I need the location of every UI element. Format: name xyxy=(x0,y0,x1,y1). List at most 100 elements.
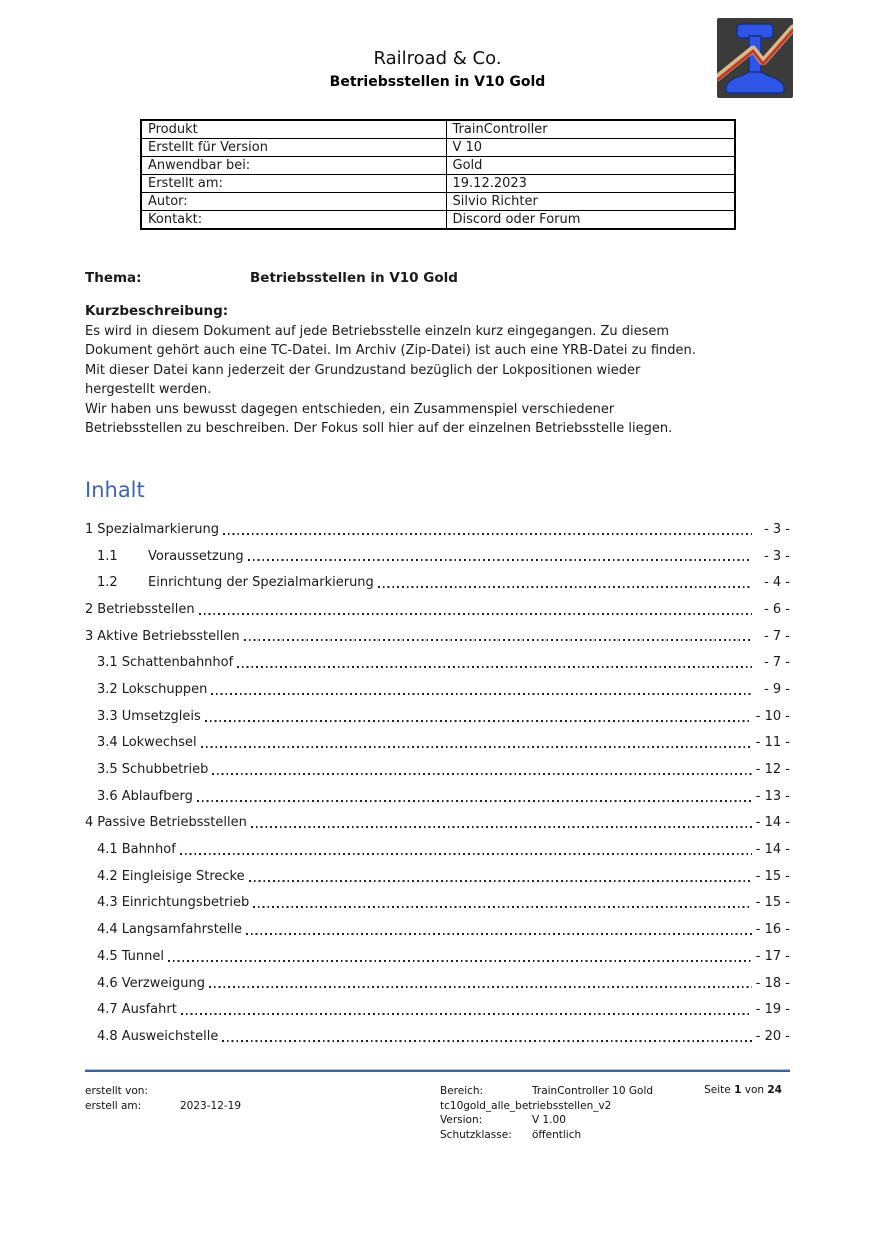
footer-schutzklasse-label: Schutzklasse: xyxy=(440,1128,512,1141)
toc-dotted-leader xyxy=(246,933,752,935)
footer-center-block: Bereich: TrainController 10 Gold tc10gold… xyxy=(440,1084,653,1142)
toc-entry-number: 4.2 xyxy=(97,868,118,884)
toc-entry-title: Einrichtung der Spezialmarkierung xyxy=(148,575,374,591)
footer-created-on-label: erstell am: xyxy=(85,1099,142,1112)
toc-entry: 4.6 Verzweigung - 18 - xyxy=(85,970,790,997)
footer-bereich-label: Bereich: xyxy=(440,1085,484,1097)
toc-entry: 4.2 Eingleisige Strecke - 15 - xyxy=(85,863,790,890)
toc-entry-page: - 13 - xyxy=(755,788,790,804)
toc-entry: 3 Aktive Betriebsstellen - 7 - xyxy=(85,623,790,650)
toc-entry-page: - 16 - xyxy=(755,922,790,938)
info-row-value: TrainController xyxy=(445,119,736,139)
info-table-row: Erstellt am: 19.12.2023 xyxy=(140,174,736,193)
toc-entry: 1.1 Voraussetzung - 3 - xyxy=(85,543,790,570)
toc-dotted-leader xyxy=(180,1013,752,1016)
toc-entry: 4.4 Langsamfahrstelle - 16 - xyxy=(85,916,790,943)
toc-dotted-leader xyxy=(167,959,752,962)
info-table-row: Kontakt: Discord oder Forum xyxy=(140,210,736,230)
footer-bereich-value: TrainController 10 Gold xyxy=(532,1085,654,1097)
company-title: Railroad & Co. xyxy=(373,48,502,69)
toc-entry-page: - 14 - xyxy=(755,842,790,858)
toc-entry: 3.3 Umsetzgleis - 10 - xyxy=(85,703,790,730)
page-footer: erstellt von: erstell am: 2023-12-19 Bere… xyxy=(85,1069,790,1141)
thema-line: Thema: Betriebsstellen in V10 Gold xyxy=(85,270,790,286)
toc-entry-title: Passive Betriebsstellen xyxy=(97,815,247,831)
toc-dotted-leader xyxy=(211,692,752,695)
toc-dotted-leader xyxy=(200,746,752,749)
toc-entry-title: Verzweigung xyxy=(121,975,205,991)
toc-entry-number: 3.1 xyxy=(97,655,118,671)
toc-entry-page: - 12 - xyxy=(755,762,790,778)
table-of-contents: 1 Spezialmarkierung - 3 - 1.1 Voraussetzung -… xyxy=(85,516,790,1050)
body-text-line: Es wird in diesem Dokument auf jede Betr… xyxy=(85,323,670,339)
toc-entry-page: - 18 - xyxy=(755,975,790,991)
toc-entry-number: 4 xyxy=(85,815,94,831)
toc-entry: 4.5 Tunnel - 17 - xyxy=(85,943,790,970)
toc-entry: 4.1 Bahnhof - 14 - xyxy=(85,836,790,863)
toc-dotted-leader xyxy=(196,799,752,802)
toc-dotted-leader xyxy=(377,586,752,589)
body-text-line: Betriebsstellen zu beschreiben. Der Foku… xyxy=(85,421,673,436)
toc-entry-title: Schubbetrieb xyxy=(121,762,209,778)
document-header: Railroad & Co. Betriebsstellen in V10 Go… xyxy=(85,46,790,92)
toc-entry-title: Lokschuppen xyxy=(121,681,208,697)
toc-dotted-leader xyxy=(237,666,752,669)
info-row-label: Produkt xyxy=(140,119,447,139)
footer-page-total: 24 xyxy=(767,1084,782,1096)
toc-entry-number: 4.1 xyxy=(97,842,118,858)
footer-filename: tc10gold_alle_betriebsstellen_v2 xyxy=(440,1099,612,1112)
toc-entry-number: 3.2 xyxy=(97,681,118,697)
toc-dotted-leader xyxy=(204,719,752,722)
toc-entry-title: Aktive Betriebsstellen xyxy=(97,628,240,644)
toc-entry-number: 1.2 xyxy=(97,575,118,591)
body-text-line: Wir haben uns bewusst dagegen entschiede… xyxy=(85,401,615,417)
footer-version-value: V 1.00 xyxy=(532,1114,566,1126)
body-text-line: Dokument gehört auch eine TC-Datei. Im A… xyxy=(85,343,696,358)
toc-entry-title: Lokwechsel xyxy=(121,735,197,751)
footer-divider xyxy=(85,1069,790,1072)
footer-created-by-label: erstellt von: xyxy=(85,1085,148,1097)
toc-entry: 3.5 Schubbetrieb - 12 - xyxy=(85,756,790,783)
toc-entry-page: - 15 - xyxy=(755,895,790,911)
footer-page-indicator: Seite 1 von 24 xyxy=(704,1084,782,1096)
toc-entry-page: - 3 - xyxy=(764,521,790,537)
toc-dotted-leader xyxy=(198,612,752,615)
toc-entry-number: 3.6 xyxy=(97,788,118,804)
toc-entry-title: Ausfahrt xyxy=(121,1002,177,1018)
toc-entry-number: 1.1 xyxy=(97,548,118,564)
info-row-value: Silvio Richter xyxy=(445,192,736,211)
toc-entry-title: Umsetzgleis xyxy=(121,708,201,724)
toc-entry-title: Voraussetzung xyxy=(148,548,244,564)
info-table-row: Anwendbar bei: Gold xyxy=(140,156,736,175)
toc-entry-title: Spezialmarkierung xyxy=(97,521,219,537)
footer-page-current: 1 xyxy=(734,1084,742,1096)
toc-entry-title: Einrichtungsbetrieb xyxy=(121,895,250,911)
toc-entry: 1.2 Einrichtung der Spezialmarkierung - 4 … xyxy=(85,569,790,596)
info-row-label: Erstellt am: xyxy=(140,174,447,193)
toc-entry: 3.1 Schattenbahnhof - 7 - xyxy=(85,649,790,676)
info-row-value: Discord oder Forum xyxy=(445,210,736,230)
document-info-table: Produkt TrainController Erstellt für Versi… xyxy=(140,119,736,230)
info-row-label: Anwendbar bei: xyxy=(140,156,447,175)
toc-entry-number: 3 xyxy=(85,628,94,644)
info-row-value: V 10 xyxy=(445,138,736,157)
toc-dotted-leader xyxy=(247,559,752,562)
toc-entry-number: 3.3 xyxy=(97,708,118,724)
toc-entry-number: 4.7 xyxy=(97,1002,118,1018)
footer-created-on-value: 2023-12-19 xyxy=(180,1099,242,1112)
footer-seite-label: Seite xyxy=(704,1084,731,1096)
body-text-line: Mit dieser Datei kann jederzeit der Grun… xyxy=(85,362,641,378)
toc-entry: 4.7 Ausfahrt - 19 - xyxy=(85,996,790,1023)
toc-entry-title: Ausweichstelle xyxy=(121,1028,219,1044)
toc-entry-title: Eingleisige Strecke xyxy=(121,868,245,884)
toc-entry-number: 4.6 xyxy=(97,975,118,991)
toc-dotted-leader xyxy=(243,639,752,642)
toc-entry-page: - 20 - xyxy=(755,1028,790,1044)
info-table-row: Erstellt für Version V 10 xyxy=(140,138,736,157)
footer-von-label: von xyxy=(744,1084,765,1096)
toc-entry: 4.3 Einrichtungsbetrieb - 15 - xyxy=(85,890,790,917)
toc-entry: 2 Betriebsstellen - 6 - xyxy=(85,596,790,623)
toc-entry-page: - 17 - xyxy=(755,948,790,964)
toc-entry-page: - 9 - xyxy=(764,681,790,697)
